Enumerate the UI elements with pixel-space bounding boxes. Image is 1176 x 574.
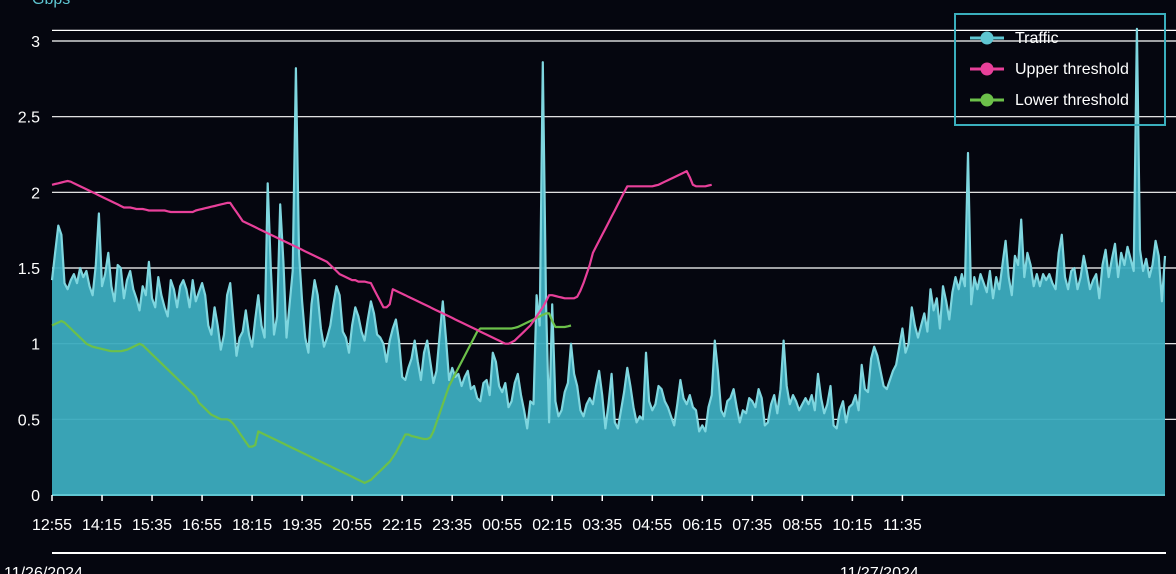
y-tick-label: 2 (31, 185, 40, 202)
x-tick-label: 12:55 (32, 517, 72, 534)
x-tick-label: 07:35 (732, 517, 772, 534)
x-tick-label: 02:15 (532, 517, 572, 534)
x-tick-label: 22:15 (382, 517, 422, 534)
x-tick-label: 11:35 (883, 517, 922, 534)
x-tick-label: 23:35 (432, 517, 472, 534)
y-tick-label: 0.5 (18, 412, 40, 429)
legend-item-lower-threshold[interactable]: Lower threshold (970, 92, 1129, 109)
series-line-upper-threshold (51, 170, 712, 345)
series-lines (50, 27, 1167, 484)
y-tick-label: 0 (31, 488, 40, 505)
date-label: 11/27/2024 (840, 565, 919, 574)
x-tick-label: 18:15 (232, 517, 272, 534)
legend-marker-traffic (980, 31, 994, 45)
legend-marker-upper-threshold (980, 62, 994, 76)
x-tick-label: 10:15 (832, 517, 872, 534)
y-tick-label: 1.5 (18, 261, 40, 278)
legend-marker-lower-threshold (980, 93, 994, 107)
x-tick-label: 19:35 (282, 517, 322, 534)
x-tick-label: 20:55 (332, 517, 372, 534)
date-label: 11/26/2024 (4, 565, 83, 574)
legend-label-upper-threshold: Upper threshold (1015, 61, 1129, 78)
x-tick-label: 16:55 (182, 517, 222, 534)
y-tick-label: 1 (31, 337, 40, 354)
legend-item-upper-threshold[interactable]: Upper threshold (970, 61, 1129, 78)
traffic-area-fill (52, 28, 1165, 496)
y-tick-label: 3 (31, 34, 40, 51)
legend-item-traffic[interactable]: Traffic (970, 30, 1059, 47)
x-tick-label: 06:15 (682, 517, 722, 534)
traffic-area (52, 28, 1165, 496)
x-tick-label: 03:35 (582, 517, 622, 534)
x-tick-label: 14:15 (82, 517, 122, 534)
legend-label-traffic: Traffic (1015, 30, 1059, 47)
x-tick-label: 04:55 (632, 517, 672, 534)
axes: 0 0.5 1 1.5 2 2.5 3 12:55 14:15 15:35 16:55 18:15 19… (4, 34, 1166, 574)
series-line-traffic (50, 27, 1167, 433)
y-tick-label: 2.5 (18, 110, 40, 127)
x-tick-label: 15:35 (132, 517, 172, 534)
legend-box (954, 13, 1166, 126)
x-tick-label: 00:55 (482, 517, 522, 534)
legend-label-lower-threshold: Lower threshold (1015, 92, 1129, 109)
x-tick-label: 08:55 (782, 517, 822, 534)
series-line-lower-threshold (51, 312, 572, 484)
y-unit-label: Gbps (32, 0, 70, 8)
chart-legend: Traffic Upper threshold Lower threshold (954, 13, 1166, 126)
